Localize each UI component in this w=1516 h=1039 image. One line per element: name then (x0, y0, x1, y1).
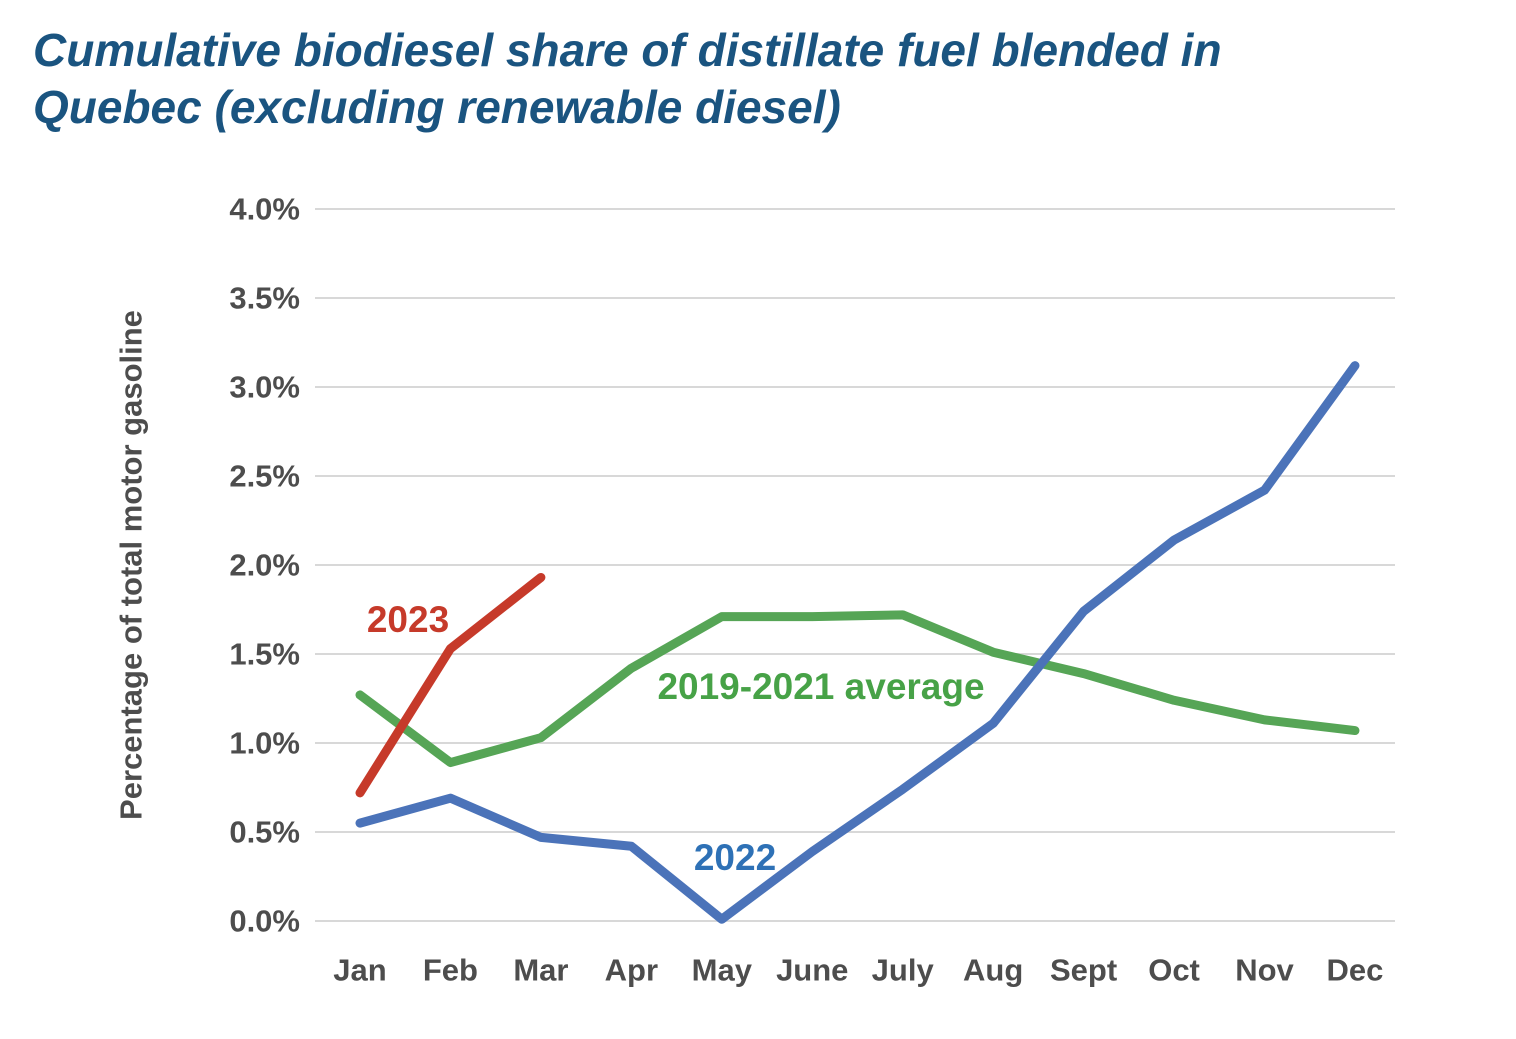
series-line-2023 (355, 572, 546, 798)
y-tick-label: 4.0% (229, 192, 300, 227)
y-tick-label: 0.5% (229, 815, 300, 850)
series-line-2019-2021-average (355, 610, 1360, 768)
x-tick-label-apr: Apr (605, 953, 658, 988)
x-tick-label-oct: Oct (1148, 953, 1200, 988)
y-tick-label: 3.0% (229, 370, 300, 405)
x-tick-label-sept: Sept (1050, 953, 1117, 988)
series-line-2022 (355, 361, 1360, 924)
chart-title-line-1: Cumulative biodiesel share of distillate… (33, 24, 1222, 76)
x-tick-label-may: May (692, 953, 753, 988)
x-tick-label-dec: Dec (1327, 953, 1384, 988)
chart-title-line-2: Quebec (excluding renewable diesel) (33, 81, 841, 133)
y-tick-label: 3.5% (229, 281, 300, 316)
y-tick-label: 1.5% (229, 637, 300, 672)
series-label-2019-2021-average: 2019-2021 average (657, 666, 984, 707)
x-tick-label-june: June (776, 953, 848, 988)
x-tick-label-feb: Feb (423, 953, 478, 988)
y-tick-label: 0.0% (229, 904, 300, 939)
y-axis-title: Percentage of total motor gasoline (114, 310, 149, 820)
x-tick-label-aug: Aug (963, 953, 1023, 988)
y-tick-label: 2.0% (229, 548, 300, 583)
y-tick-label: 1.0% (229, 726, 300, 761)
series-label-2022: 2022 (694, 837, 776, 878)
x-tick-label-jan: Jan (333, 953, 386, 988)
chart-title: Cumulative biodiesel share of distillate… (33, 22, 1222, 136)
x-tick-label-mar: Mar (513, 953, 568, 988)
x-tick-label-nov: Nov (1235, 953, 1294, 988)
x-tick-label-july: July (872, 953, 935, 988)
y-tick-label: 2.5% (229, 459, 300, 494)
series-label-2023: 2023 (367, 599, 449, 640)
